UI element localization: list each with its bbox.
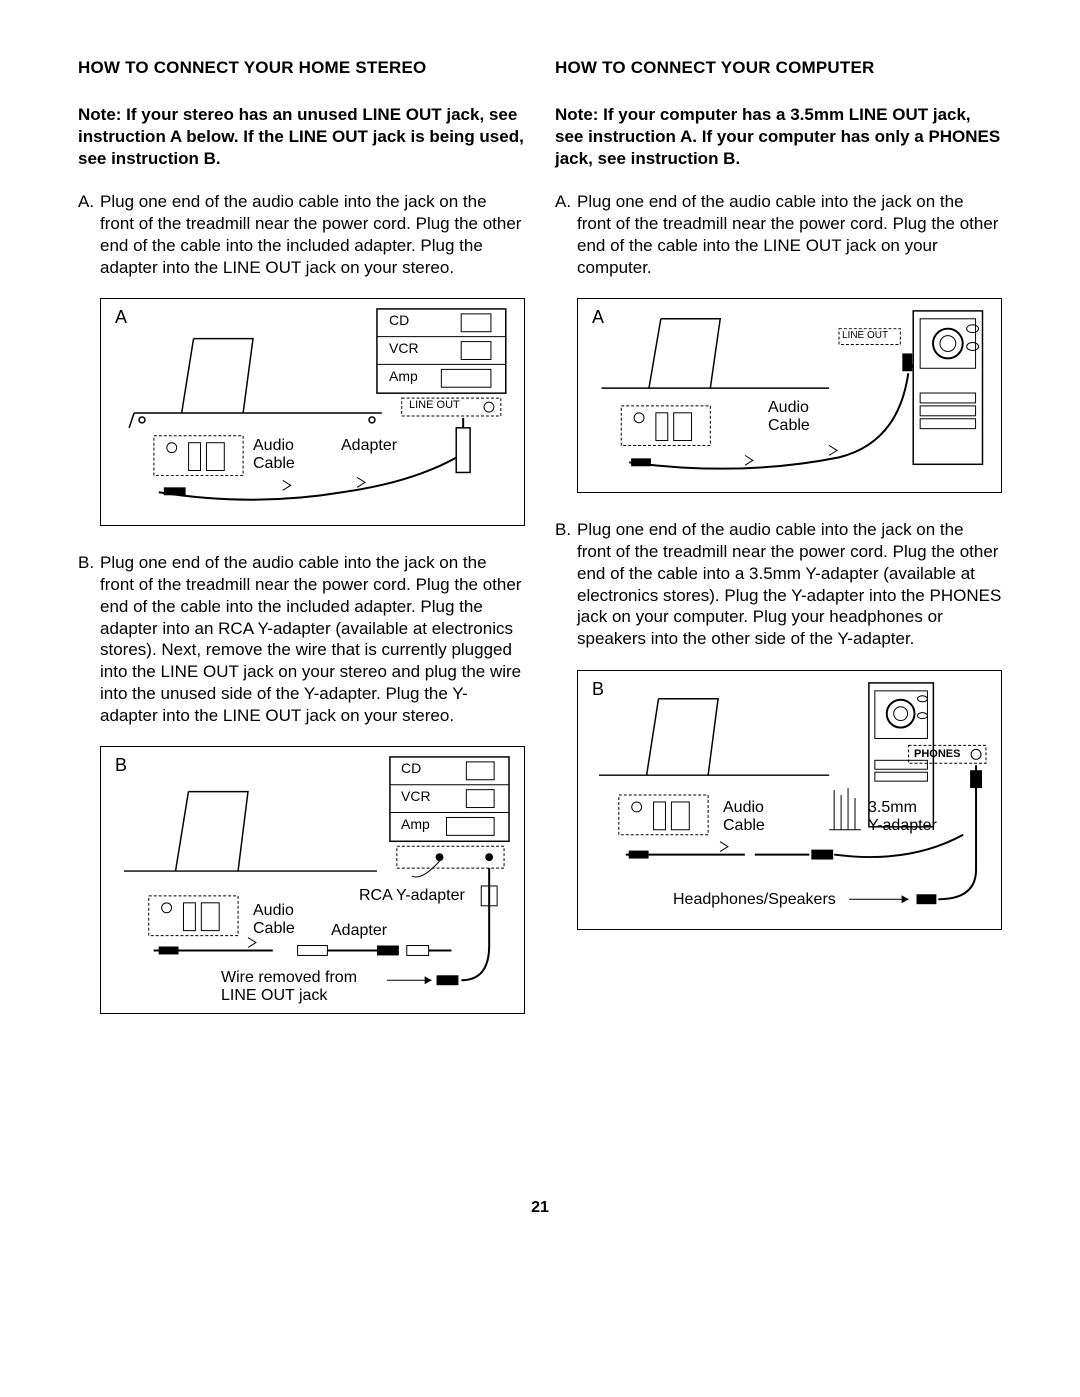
label-audio-cable: Audio Cable: [723, 799, 765, 835]
left-heading: HOW TO CONNECT YOUR HOME STEREO: [78, 58, 525, 78]
label-phones: PHONES: [914, 748, 960, 760]
label-adapter: Adapter: [331, 922, 387, 940]
manual-page: HOW TO CONNECT YOUR HOME STEREO Note: If…: [0, 0, 1080, 1060]
left-figure-b: B: [100, 746, 525, 1014]
step-letter: A.: [78, 191, 100, 278]
label-cd: CD: [401, 760, 421, 776]
right-step-a: A. Plug one end of the audio cable into …: [555, 191, 1002, 278]
left-column: HOW TO CONNECT YOUR HOME STEREO Note: If…: [78, 58, 525, 1040]
step-letter: B.: [555, 519, 577, 650]
step-text: Plug one end of the audio cable into the…: [577, 519, 1002, 650]
step-text: Plug one end of the audio cable into the…: [100, 191, 525, 278]
label-lineout: LINE OUT: [409, 399, 460, 411]
step-text: Plug one end of the audio cable into the…: [577, 191, 1002, 278]
label-adapter: Adapter: [341, 437, 397, 455]
label-headphones: Headphones/Speakers: [673, 891, 836, 909]
label-rca-y: RCA Y-adapter: [359, 887, 465, 905]
right-heading: HOW TO CONNECT YOUR COMPUTER: [555, 58, 1002, 78]
right-figure-b: B: [577, 670, 1002, 930]
step-letter: B.: [78, 552, 100, 726]
left-step-a: A. Plug one end of the audio cable into …: [78, 191, 525, 278]
label-lineout: LINE OUT: [842, 330, 888, 341]
label-audio-cable: Audio Cable: [253, 902, 295, 938]
right-figure-a: A: [577, 298, 1002, 493]
computer-diagram-a-icon: [578, 299, 1001, 492]
label-vcr: VCR: [389, 340, 419, 356]
left-figure-a: A: [100, 298, 525, 526]
label-y-adapter: 3.5mm Y-adapter: [868, 799, 937, 835]
page-number: 21: [0, 1199, 1080, 1217]
stereo-diagram-a-icon: [101, 299, 524, 525]
label-wire-removed: Wire removed from LINE OUT jack: [221, 969, 357, 1005]
right-step-b: B. Plug one end of the audio cable into …: [555, 519, 1002, 650]
label-cd: CD: [389, 312, 409, 328]
left-step-b: B. Plug one end of the audio cable into …: [78, 552, 525, 726]
label-vcr: VCR: [401, 788, 431, 804]
right-note: Note: If your computer has a 3.5mm LINE …: [555, 104, 1002, 169]
step-letter: A.: [555, 191, 577, 278]
step-text: Plug one end of the audio cable into the…: [100, 552, 525, 726]
label-audio-cable: Audio Cable: [768, 399, 810, 435]
right-column: HOW TO CONNECT YOUR COMPUTER Note: If yo…: [555, 58, 1002, 1040]
left-note: Note: If your stereo has an unused LINE …: [78, 104, 525, 169]
label-audio-cable: Audio Cable: [253, 437, 295, 473]
label-amp: Amp: [389, 368, 418, 384]
label-amp: Amp: [401, 816, 430, 832]
